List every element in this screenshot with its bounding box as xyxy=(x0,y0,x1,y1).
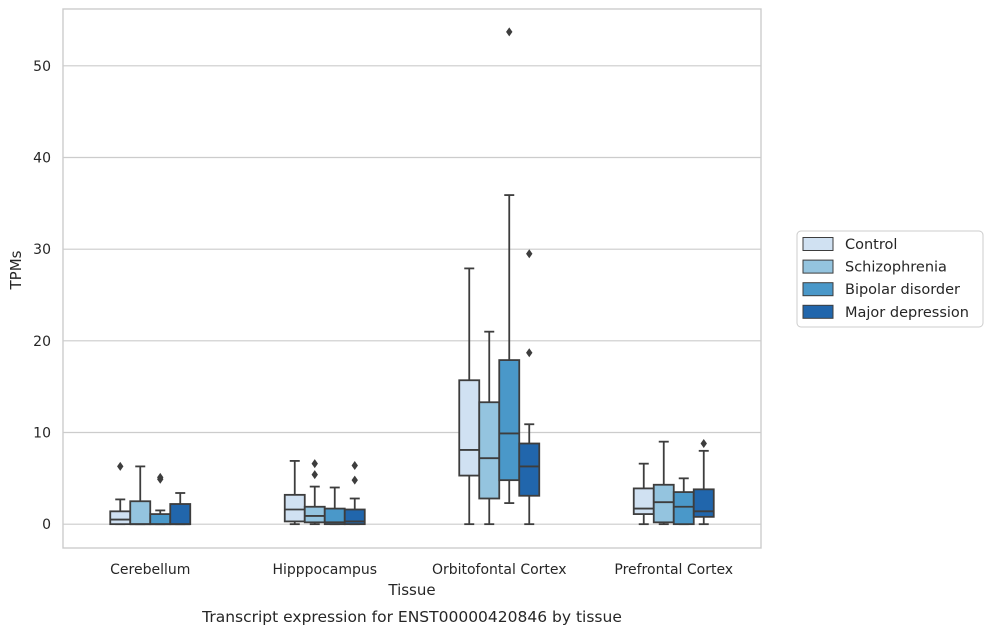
box-body xyxy=(632,487,655,515)
outlier-point xyxy=(117,461,124,471)
box-body xyxy=(169,503,192,526)
box-body xyxy=(149,513,172,526)
outlier-point xyxy=(526,348,533,358)
outlier-point xyxy=(351,461,358,470)
legend: Control Schizophrenia Bipolar disorder Majo… xyxy=(796,230,984,328)
y-tick-label: 0 xyxy=(42,517,51,533)
grid-lines xyxy=(63,65,761,525)
chart-caption: Transcript expression for ENST0000042084… xyxy=(201,608,622,626)
y-axis-ticks: 0 10 20 30 40 50 xyxy=(33,59,51,533)
box-body xyxy=(458,379,481,477)
legend-label: Bipolar disorder xyxy=(845,282,960,298)
box-bipolar-disorder xyxy=(498,27,521,504)
box-major-depression xyxy=(518,249,541,526)
legend-swatch xyxy=(802,259,834,274)
outlier-point xyxy=(311,459,318,469)
legend-label: Schizophrenia xyxy=(845,260,947,276)
box-body xyxy=(303,505,326,524)
box-body xyxy=(692,488,715,518)
box-major-depression xyxy=(692,439,715,526)
box-schizophrenia xyxy=(129,465,152,526)
box-body xyxy=(343,508,366,526)
box-body xyxy=(672,491,695,526)
x-tick-label: Prefrontal Cortex xyxy=(614,562,733,578)
plot-frame xyxy=(62,8,762,549)
box-body xyxy=(283,493,306,523)
plot-area xyxy=(109,27,715,526)
box-body xyxy=(652,483,675,524)
box-major-depression xyxy=(169,492,192,526)
box-control xyxy=(283,460,306,526)
box-bipolar-disorder xyxy=(149,472,172,526)
box-body xyxy=(498,359,521,482)
outlier-point xyxy=(700,439,707,448)
y-tick-label: 30 xyxy=(33,242,51,258)
outlier-point xyxy=(157,472,164,482)
legend-label: Control xyxy=(845,237,897,253)
legend-swatch xyxy=(802,237,834,251)
outlier-point xyxy=(351,475,358,485)
box-major-depression xyxy=(343,461,366,526)
box-body xyxy=(129,500,152,526)
box-body xyxy=(478,401,501,500)
y-tick-label: 10 xyxy=(33,426,51,442)
legend-swatch xyxy=(802,282,834,297)
outlier-point xyxy=(506,27,513,37)
x-tick-label: Hipppocampus xyxy=(272,562,377,578)
box-body xyxy=(109,510,132,526)
box-schizophrenia xyxy=(303,459,326,526)
y-tick-label: 20 xyxy=(33,334,51,350)
legend-swatch xyxy=(802,304,834,319)
x-tick-label: Orbitofontal Cortex xyxy=(432,562,567,578)
legend-frame xyxy=(796,230,984,328)
x-tick-label: Cerebellum xyxy=(110,562,190,578)
box-bipolar-disorder xyxy=(323,486,346,526)
box-schizophrenia xyxy=(652,440,675,526)
outlier-point xyxy=(526,249,533,259)
box-schizophrenia xyxy=(478,330,501,526)
box-control xyxy=(632,462,655,526)
y-tick-label: 40 xyxy=(33,151,51,167)
x-axis-ticks: Cerebellum Hipppocampus Orbitofontal Corte… xyxy=(110,562,733,578)
box-control xyxy=(458,267,481,526)
box-control xyxy=(109,461,132,526)
box-bipolar-disorder xyxy=(672,477,695,526)
x-axis-label: Tissue xyxy=(387,581,435,599)
y-tick-label: 50 xyxy=(33,59,51,75)
legend-label: Major depression xyxy=(845,305,969,321)
y-axis-label: TPMs xyxy=(7,250,25,290)
box-body xyxy=(518,442,541,497)
outlier-point xyxy=(311,470,318,480)
